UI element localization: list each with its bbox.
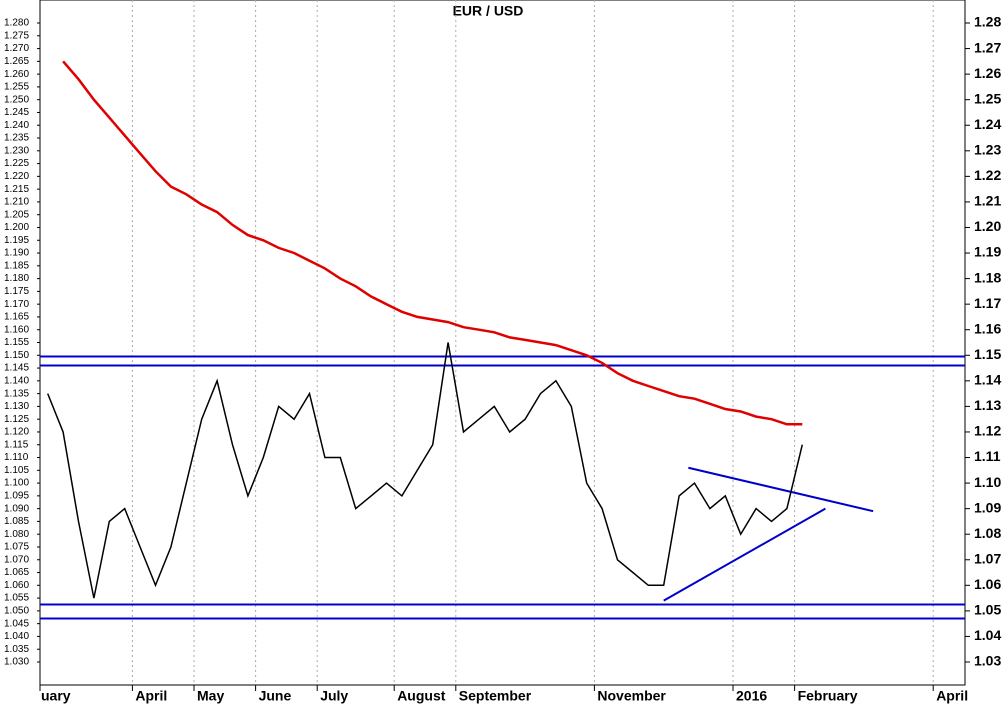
y-tick-label: 1.270 — [4, 43, 29, 54]
y-tick-label: 1.105 — [4, 465, 29, 476]
series-line — [47, 342, 804, 599]
y-tick-label: 1.160 — [4, 324, 29, 335]
y2-tick-label: 1.15 — [974, 346, 1001, 362]
y2-tick-label: 1.12 — [974, 423, 1001, 439]
y-tick-label: 1.040 — [4, 631, 29, 642]
y-tick-label: 1.265 — [4, 56, 29, 67]
trend-line — [663, 507, 826, 602]
y2-tick-label: 1.13 — [974, 397, 1001, 413]
y-tick-label: 1.050 — [4, 606, 29, 617]
x-tick-label: April — [936, 688, 968, 704]
y2-tick-label: 1.25 — [974, 90, 1001, 106]
y-tick-label: 1.275 — [4, 30, 29, 41]
series-line — [62, 60, 803, 426]
x-tick-label: uary — [41, 688, 71, 704]
y-tick-label: 1.190 — [4, 248, 29, 259]
y2-tick-label: 1.23 — [974, 142, 1001, 158]
y2-tick-label: 1.24 — [974, 116, 1001, 132]
y2-tick-label: 1.08 — [974, 525, 1001, 541]
y2-tick-label: 1.26 — [974, 65, 1001, 81]
y2-tick-label: 1.04 — [974, 627, 1001, 643]
y-tick-label: 1.090 — [4, 503, 29, 514]
x-tick-label: 2016 — [736, 688, 767, 704]
y-tick-label: 1.035 — [4, 644, 29, 655]
y2-tick-label: 1.20 — [974, 218, 1001, 234]
y-tick-label: 1.130 — [4, 401, 29, 412]
y2-tick-label: 1.05 — [974, 602, 1001, 618]
y-tick-label: 1.205 — [4, 209, 29, 220]
y2-tick-label: 1.03 — [974, 653, 1001, 669]
y-tick-label: 1.080 — [4, 529, 29, 540]
y-tick-label: 1.195 — [4, 235, 29, 246]
y2-tick-label: 1.28 — [974, 14, 1001, 30]
y-tick-label: 1.065 — [4, 567, 29, 578]
y2-tick-label: 1.06 — [974, 576, 1001, 592]
y-tick-label: 1.060 — [4, 580, 29, 591]
chart-title: EUR / USD — [453, 3, 524, 19]
y-tick-label: 1.150 — [4, 350, 29, 361]
x-tick-label: September — [459, 688, 532, 704]
y-tick-label: 1.070 — [4, 554, 29, 565]
y-tick-label: 1.170 — [4, 299, 29, 310]
y-tick-label: 1.280 — [4, 18, 29, 29]
y2-tick-label: 1.18 — [974, 269, 1001, 285]
y-tick-label: 1.230 — [4, 145, 29, 156]
y2-tick-label: 1.22 — [974, 167, 1001, 183]
y-tick-label: 1.030 — [4, 657, 29, 668]
x-tick-label: May — [197, 688, 224, 704]
y2-tick-label: 1.21 — [974, 193, 1001, 209]
trend-line — [688, 466, 874, 513]
y-tick-label: 1.175 — [4, 286, 29, 297]
y2-tick-label: 1.11 — [974, 448, 1001, 464]
y2-tick-label: 1.14 — [974, 372, 1001, 388]
y-tick-label: 1.135 — [4, 388, 29, 399]
plot-frame — [39, 0, 966, 686]
y-tick-label: 1.095 — [4, 490, 29, 501]
y2-tick-label: 1.09 — [974, 499, 1001, 515]
y-tick-label: 1.250 — [4, 94, 29, 105]
y-tick-label: 1.125 — [4, 414, 29, 425]
y-tick-label: 1.140 — [4, 375, 29, 386]
x-tick-label: February — [798, 688, 858, 704]
y-tick-label: 1.255 — [4, 82, 29, 93]
y-tick-label: 1.155 — [4, 337, 29, 348]
y-tick-label: 1.200 — [4, 222, 29, 233]
y-tick-label: 1.165 — [4, 312, 29, 323]
y2-tick-label: 1.16 — [974, 320, 1001, 336]
y-tick-label: 1.215 — [4, 184, 29, 195]
y-tick-label: 1.225 — [4, 158, 29, 169]
y-tick-label: 1.185 — [4, 260, 29, 271]
x-tick-label: November — [597, 688, 666, 704]
y-tick-label: 1.240 — [4, 120, 29, 131]
x-tick-label: July — [320, 688, 348, 704]
y-tick-label: 1.180 — [4, 273, 29, 284]
y-tick-label: 1.235 — [4, 133, 29, 144]
y2-tick-label: 1.17 — [974, 295, 1001, 311]
y-tick-label: 1.220 — [4, 171, 29, 182]
y-tick-label: 1.055 — [4, 593, 29, 604]
y-tick-label: 1.245 — [4, 107, 29, 118]
y-tick-label: 1.115 — [4, 439, 29, 450]
y-tick-label: 1.085 — [4, 516, 29, 527]
x-tick-label: June — [259, 688, 292, 704]
y2-tick-label: 1.10 — [974, 474, 1001, 490]
y-tick-label: 1.145 — [4, 363, 29, 374]
y-tick-label: 1.075 — [4, 542, 29, 553]
y-tick-label: 1.045 — [4, 618, 29, 629]
y-tick-label: 1.210 — [4, 197, 29, 208]
y-tick-label: 1.100 — [4, 478, 29, 489]
x-tick-label: August — [397, 688, 446, 704]
y2-tick-label: 1.07 — [974, 550, 1001, 566]
x-tick-label: April — [135, 688, 167, 704]
y-tick-label: 1.120 — [4, 427, 29, 438]
y2-tick-label: 1.27 — [974, 39, 1001, 55]
y-tick-label: 1.260 — [4, 69, 29, 80]
y2-tick-label: 1.19 — [974, 244, 1001, 260]
y-tick-label: 1.110 — [4, 452, 29, 463]
